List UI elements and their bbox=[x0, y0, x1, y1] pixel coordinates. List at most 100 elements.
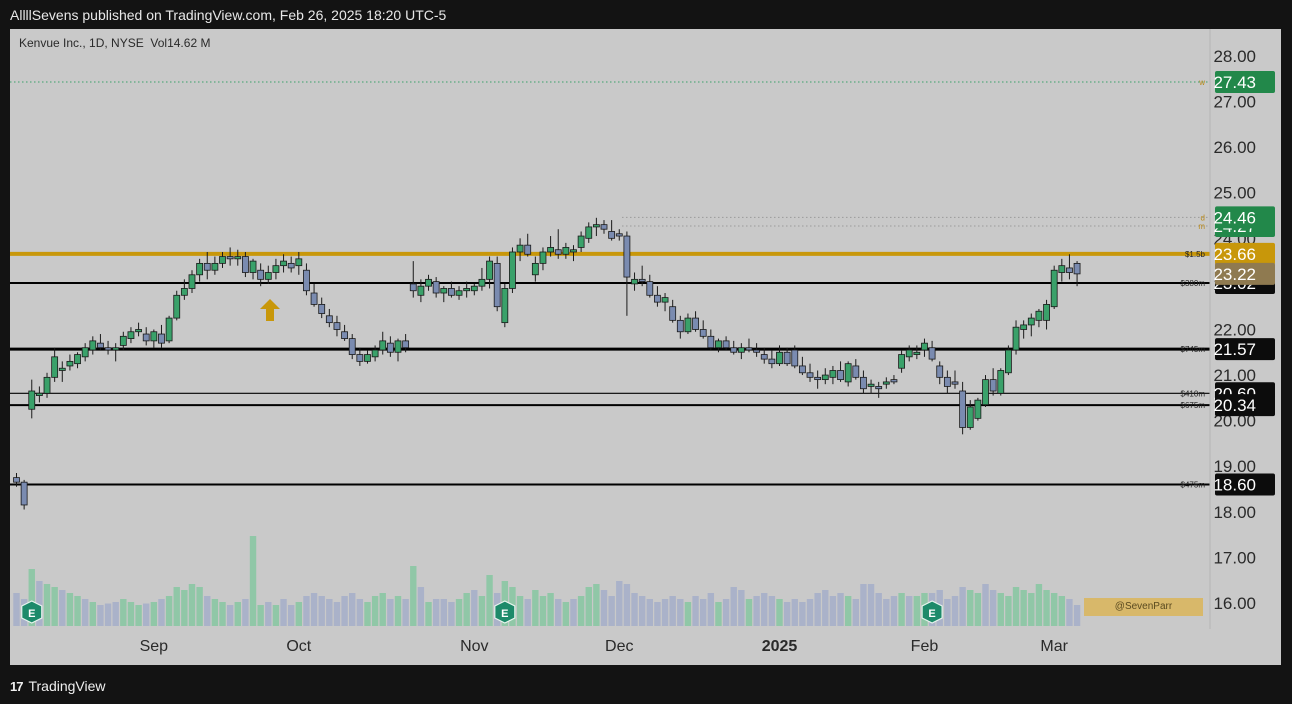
earnings-marker-label: E bbox=[501, 608, 508, 620]
y-axis-tick-label: 22.00 bbox=[1213, 320, 1256, 339]
candle-body bbox=[188, 274, 196, 289]
candle-body bbox=[51, 356, 59, 378]
volume-bar bbox=[242, 599, 249, 626]
volume-bar bbox=[287, 605, 295, 626]
candle-body bbox=[1050, 269, 1058, 308]
candle-body bbox=[715, 340, 722, 349]
volume-bar bbox=[104, 603, 112, 626]
volume-bar bbox=[646, 599, 653, 626]
volume-bar bbox=[654, 602, 661, 626]
candle-body bbox=[829, 370, 837, 378]
volume-bar bbox=[967, 590, 974, 626]
candle-body bbox=[1012, 326, 1020, 351]
candle-body bbox=[806, 372, 814, 378]
volume-bar bbox=[1012, 587, 1020, 626]
candle-body bbox=[768, 358, 776, 365]
y-axis-tick-label: 19.00 bbox=[1213, 457, 1256, 476]
candle-body bbox=[1043, 304, 1050, 321]
volume-bar bbox=[440, 599, 447, 626]
volume-bar bbox=[43, 584, 51, 626]
candle-body bbox=[417, 285, 425, 296]
candle-body bbox=[837, 370, 844, 381]
volume-bar bbox=[669, 596, 676, 626]
volume-bar bbox=[28, 569, 35, 626]
y-axis-tick-label: 25.00 bbox=[1213, 184, 1256, 203]
candle-body bbox=[341, 331, 348, 339]
volume-bar bbox=[135, 605, 142, 626]
level-tag: $410m bbox=[1181, 389, 1206, 398]
volume-bar bbox=[265, 602, 272, 626]
candle-body bbox=[402, 340, 410, 349]
level-tag: $745m bbox=[1181, 345, 1206, 354]
candle-body bbox=[623, 235, 631, 278]
candle-body bbox=[43, 376, 51, 394]
candle-body bbox=[791, 349, 799, 367]
x-axis-tick-label: 2025 bbox=[762, 638, 798, 655]
y-axis-tick-label: 27.00 bbox=[1213, 93, 1256, 112]
volume-bar bbox=[684, 602, 692, 626]
candle-body bbox=[600, 224, 608, 230]
volume-bar bbox=[1058, 596, 1066, 626]
price-badge bbox=[1215, 262, 1275, 285]
candle-body bbox=[211, 262, 219, 271]
volume-bar bbox=[974, 593, 982, 626]
volume-bar bbox=[219, 602, 226, 626]
candlestick-chart[interactable]: $1.5b $380m $745m $410m $675m $475m w md E E E 16.0… bbox=[10, 29, 1281, 665]
candle-body bbox=[974, 399, 982, 419]
volume-bar bbox=[89, 602, 96, 626]
candle-body bbox=[539, 251, 547, 264]
candle-body bbox=[28, 390, 36, 410]
volume-bar bbox=[959, 587, 966, 626]
volume-readout: Vol14.62 M bbox=[150, 36, 211, 50]
candle-body bbox=[913, 351, 921, 355]
candle-body bbox=[142, 333, 150, 342]
volume-bar bbox=[585, 587, 592, 626]
volume-bar bbox=[295, 602, 303, 626]
x-axis-tick-label: Dec bbox=[605, 638, 633, 655]
candle-body bbox=[348, 338, 356, 355]
candle-body bbox=[234, 256, 242, 260]
chart-panel[interactable]: $1.5b $380m $745m $410m $675m $475m w m d E E E 16.0… bbox=[10, 29, 1281, 665]
volume-bar bbox=[379, 593, 386, 626]
candle-body bbox=[1058, 265, 1066, 273]
level-tag: $675m bbox=[1181, 401, 1206, 410]
volume-bar bbox=[478, 596, 486, 626]
candle-body bbox=[371, 349, 379, 358]
candle-body bbox=[509, 251, 516, 289]
candle-body bbox=[440, 288, 448, 294]
volume-bar bbox=[844, 596, 852, 626]
volume-bar bbox=[890, 596, 898, 626]
candle-body bbox=[615, 233, 623, 237]
candle-body bbox=[325, 315, 333, 324]
volume-bar bbox=[616, 581, 623, 626]
price-badge bbox=[1215, 206, 1275, 229]
volume-bar bbox=[463, 593, 470, 626]
volume-bar bbox=[555, 599, 562, 626]
publisher-header: AllllSevens published on TradingView.com… bbox=[10, 7, 447, 23]
candle-body bbox=[577, 235, 585, 248]
volume-bar bbox=[730, 587, 737, 626]
candle-body bbox=[684, 317, 692, 333]
volume-bar bbox=[1028, 593, 1035, 626]
symbol-label: Kenvue Inc., 1D, NYSE bbox=[19, 36, 144, 50]
candle-body bbox=[455, 290, 463, 296]
volume-bar bbox=[898, 593, 905, 626]
candle-body bbox=[432, 281, 440, 294]
candle-body bbox=[493, 262, 501, 308]
candle-body bbox=[890, 379, 898, 383]
candle-body bbox=[150, 331, 158, 342]
candle-body bbox=[112, 347, 120, 351]
candle-body bbox=[272, 265, 280, 273]
volume-bar bbox=[837, 593, 844, 626]
candle-body bbox=[882, 381, 890, 385]
volume-bar bbox=[455, 599, 463, 626]
candle-body bbox=[997, 370, 1005, 394]
candle-body bbox=[1073, 262, 1081, 275]
footer-brand[interactable]: 17 TradingView bbox=[10, 677, 106, 695]
volume-bar bbox=[402, 599, 409, 626]
volume-bar bbox=[364, 602, 371, 626]
candle-body bbox=[486, 260, 493, 280]
volume-bar bbox=[692, 596, 699, 626]
candle-body bbox=[531, 262, 539, 276]
volume-bar bbox=[776, 599, 783, 626]
